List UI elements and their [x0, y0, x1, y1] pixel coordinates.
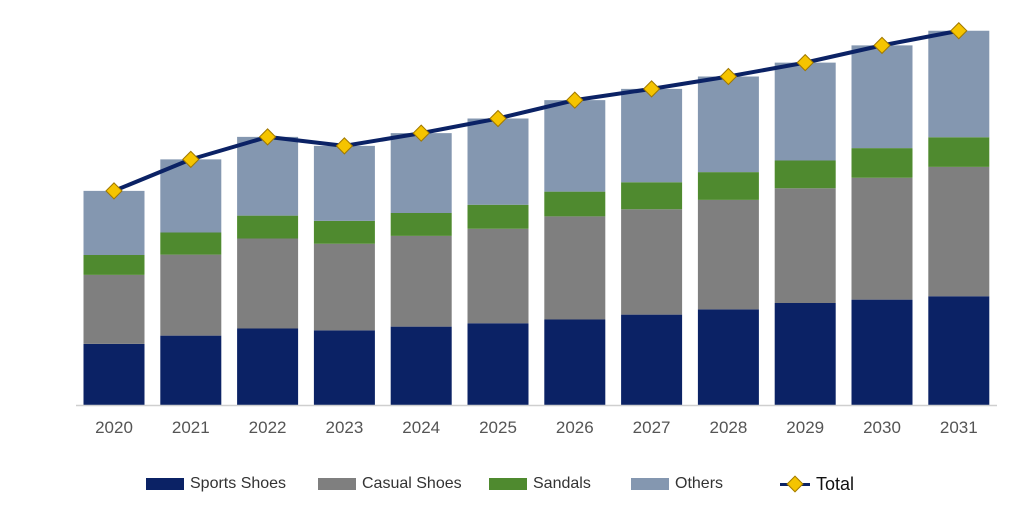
bar-others-2026: [544, 100, 606, 192]
total-series-line: [113, 28, 960, 193]
bar-sandals-2030: [851, 148, 913, 178]
legend-label-sandals: Sandals: [533, 475, 591, 492]
total-marker-2020: [105, 182, 123, 200]
x-tick-label-2021: 2021: [172, 418, 210, 437]
bar-casual-shoes-2029: [774, 188, 836, 303]
bar-sports-shoes-2027: [621, 314, 683, 405]
total-marker-2026: [566, 91, 584, 109]
x-tick-label-2030: 2030: [863, 418, 901, 437]
x-tick-label-2029: 2029: [786, 418, 824, 437]
legend-swatch-sandals: [489, 478, 527, 490]
bar-casual-shoes-2025: [467, 228, 529, 324]
bar-sports-shoes-2026: [544, 319, 606, 405]
x-tick-label-2028: 2028: [709, 418, 747, 437]
x-tick-label-2022: 2022: [249, 418, 287, 437]
x-tick-labels: 2020 2021 2022 2023 2024 2025 2026 2027 2028 2029…: [95, 418, 978, 437]
bar-sandals-2027: [621, 182, 683, 210]
legend-label-sports-shoes: Sports Shoes: [190, 475, 287, 492]
legend-item-total: Total: [780, 472, 854, 496]
bar-others-2031: [928, 30, 990, 138]
bar-casual-shoes-2030: [851, 177, 913, 300]
bar-sports-shoes-2020: [83, 343, 145, 405]
legend-item-casual-shoes: Casual Shoes: [318, 472, 462, 496]
x-tick-label-2024: 2024: [402, 418, 440, 437]
bar-sports-shoes-2021: [160, 335, 222, 405]
bar-sandals-2023: [313, 220, 375, 244]
legend-item-sports-shoes: Sports Shoes: [146, 472, 286, 496]
legend-swatch-others: [631, 478, 669, 490]
total-marker-2023: [335, 137, 354, 155]
bar-others-2021: [160, 159, 222, 233]
bar-sports-shoes-2023: [313, 330, 375, 405]
bar-casual-shoes-2020: [83, 274, 145, 344]
bar-sandals-2031: [928, 137, 990, 167]
bar-sports-shoes-2022: [237, 328, 299, 405]
bar-others-2028: [697, 76, 759, 173]
legend-item-sandals: Sandals: [489, 472, 591, 496]
bar-sports-shoes-2024: [390, 326, 452, 405]
bar-sports-shoes-2025: [467, 323, 529, 405]
bar-sandals-2028: [697, 172, 759, 200]
total-line-layer: [105, 22, 968, 200]
bar-sandals-2022: [237, 215, 299, 239]
bar-sports-shoes-2028: [697, 309, 759, 405]
bar-others-2020: [83, 190, 145, 255]
bar-others-2030: [851, 45, 913, 149]
bar-sports-shoes-2030: [851, 299, 913, 405]
legend-item-others: Others: [631, 472, 723, 496]
bar-casual-shoes-2023: [313, 243, 375, 331]
bar-casual-shoes-2027: [621, 209, 683, 315]
bar-others-2022: [237, 136, 299, 216]
bar-casual-shoes-2021: [160, 254, 222, 336]
legend-swatch-sports-shoes: [146, 478, 184, 490]
total-marker-2022: [258, 128, 277, 146]
x-tick-label-2020: 2020: [95, 418, 133, 437]
bar-others-2027: [621, 88, 683, 183]
bar-casual-shoes-2022: [237, 238, 299, 329]
total-marker-2021: [182, 150, 200, 169]
legend: Sports Shoes Casual Shoes Sandals Others…: [0, 462, 1024, 512]
bar-others-2025: [467, 118, 529, 205]
x-tick-label-2027: 2027: [633, 418, 671, 437]
total-marker-2028: [719, 67, 738, 86]
bar-casual-shoes-2026: [544, 216, 606, 320]
total-marker-2030: [873, 36, 891, 55]
x-tick-label-2031: 2031: [940, 418, 978, 437]
x-tick-label-2023: 2023: [325, 418, 363, 437]
legend-swatch-total: [780, 474, 810, 494]
bar-sandals-2024: [390, 213, 452, 236]
legend-swatch-casual-shoes: [318, 478, 356, 490]
bar-others-2029: [774, 62, 836, 161]
bar-casual-shoes-2028: [697, 199, 759, 310]
bar-casual-shoes-2024: [390, 235, 452, 327]
legend-label-casual-shoes: Casual Shoes: [362, 475, 462, 492]
legend-label-total: Total: [816, 473, 855, 494]
total-marker-2024: [412, 124, 430, 142]
x-tick-label-2025: 2025: [479, 418, 517, 437]
bar-others-2024: [390, 133, 452, 213]
x-tick-label-2026: 2026: [556, 418, 594, 437]
total-marker-2025: [489, 109, 507, 128]
bar-sandals-2029: [774, 160, 836, 189]
legend-total-diamond-icon: [786, 475, 804, 493]
total-marker-2027: [642, 80, 661, 98]
bar-casual-shoes-2031: [928, 166, 990, 297]
bars-layer: [83, 30, 990, 405]
bar-sandals-2026: [544, 191, 606, 217]
bar-sandals-2025: [467, 204, 529, 229]
bar-sports-shoes-2029: [774, 303, 836, 405]
bar-sandals-2021: [160, 232, 222, 255]
bar-others-2023: [313, 145, 375, 221]
total-marker-2031: [950, 22, 968, 40]
bar-sports-shoes-2031: [928, 296, 990, 405]
total-marker-2029: [796, 53, 814, 72]
legend-label-others: Others: [675, 475, 724, 492]
bar-sandals-2020: [83, 255, 145, 275]
